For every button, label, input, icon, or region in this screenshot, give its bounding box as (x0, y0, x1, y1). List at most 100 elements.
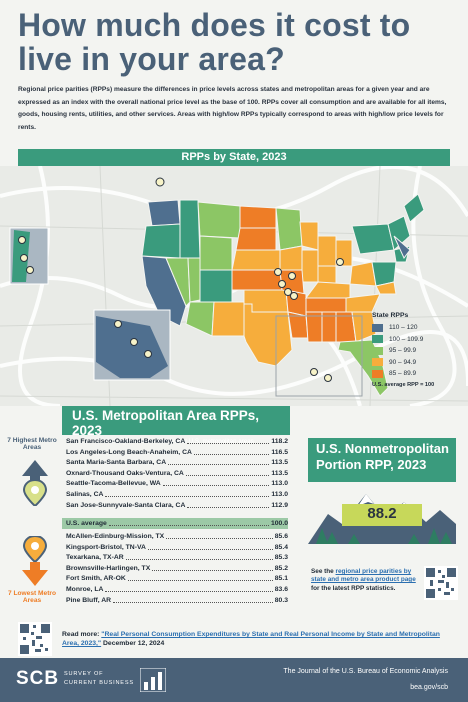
see-prefix: See the (311, 568, 336, 575)
metro-name: Pine Bluff, AR (66, 596, 112, 604)
metro-value: 113.0 (271, 480, 288, 488)
metro-row-high: Salinas, CA 113.0 (66, 490, 288, 500)
metro-name: Brownsville-Harlingen, TX (66, 564, 151, 572)
lowest-label: 7 Lowest Metro Areas (8, 590, 56, 604)
metro-row-low: Brownsville-Harlingen, TX 85.2 (66, 564, 288, 574)
metro-row-low: Texarkana, TX-AR 85.3 (66, 553, 288, 563)
page-title: How much does it cost to live in your ar… (18, 7, 411, 77)
legend-item: 90 – 94.9 (372, 357, 462, 369)
read-more-prefix: Read more: (62, 631, 102, 638)
metro-name: McAllen-Edinburg-Mission, TX (66, 533, 165, 540)
journal-tagline: The Journal of the U.S. Bureau of Econom… (283, 668, 448, 675)
metro-heading: U.S. Metropolitan Area RPPs, 2023 (72, 408, 260, 438)
leader-dots (168, 458, 270, 466)
leader-dots (152, 564, 273, 571)
leader-dots (108, 519, 269, 526)
metro-name: Seattle-Tacoma-Bellevue, WA (66, 480, 161, 488)
metro-row-average: U.S. average 100.0 (66, 519, 288, 529)
metro-value: 85.4 (274, 543, 288, 551)
legend-swatch (372, 358, 383, 367)
highest-label: 7 Highest Metro Areas (7, 437, 57, 451)
average-highlight (62, 518, 288, 529)
metro-value: 112.9 (271, 501, 288, 509)
legend-swatch (372, 346, 383, 355)
leader-dots (166, 532, 273, 539)
metro-row-low: Pine Bluff, AR 80.3 (66, 596, 288, 606)
metro-value: 100.0 (270, 519, 288, 527)
leader-dots (105, 490, 270, 497)
leader-dots (162, 479, 270, 487)
metro-value: 85.2 (274, 564, 288, 572)
metro-name: Santa Maria-Santa Barbara, CA (66, 459, 167, 467)
publication-line-2: CURRENT BUSINESS (64, 680, 134, 686)
scb-logo: SCB (16, 668, 60, 689)
leader-dots (185, 469, 270, 476)
state-map: State RPPs 110 – 120 100 – 109.9 95 – 99… (0, 166, 468, 406)
legend-label: 110 – 120 (389, 324, 418, 332)
leader-dots (147, 543, 273, 550)
metro-name: Texarkana, TX-AR (66, 554, 124, 562)
metro-name: San Jose-Sunnyvale-Santa Clara, CA (66, 501, 186, 509)
metro-name: Monroe, LA (66, 586, 104, 593)
read-more-text: Read more: "Real Personal Consumption Ex… (62, 630, 454, 649)
leader-dots (187, 437, 270, 444)
metro-name: Fort Smith, AR-OK (66, 575, 126, 583)
metro-value: 116.5 (271, 448, 288, 456)
legend-label: 85 – 89.9 (389, 370, 417, 378)
metro-row-low: McAllen-Edinburg-Mission, TX 85.6 (66, 532, 288, 542)
footer: SCB SURVEY OF CURRENT BUSINESS The Journ… (0, 658, 468, 702)
metro-row-high: Seattle-Tacoma-Bellevue, WA 113.0 (66, 479, 288, 489)
metro-name: Salinas, CA (66, 491, 104, 498)
metro-value: 113.5 (271, 469, 288, 477)
map-band-title: RPPs by State, 2023 (18, 149, 450, 166)
legend-note: U.S. average RPP = 100 (372, 381, 435, 388)
legend-label: 100 – 109.9 (389, 335, 424, 343)
mountain-illustration (308, 494, 456, 544)
legend-label: 90 – 94.9 (389, 358, 417, 366)
read-more-date: December 12, 2024 (101, 640, 165, 648)
metro-row-low: Monroe, LA 83.6 (66, 585, 288, 595)
legend-swatch (372, 323, 383, 332)
product-page-link[interactable]: regional price parities by state and met… (311, 568, 416, 584)
metro-name: Kingsport-Bristol, TN-VA (66, 543, 146, 551)
leader-dots (125, 553, 273, 561)
leader-dots (113, 596, 273, 603)
article-link[interactable]: "Real Personal Consumption Expenditures … (62, 631, 440, 648)
nonmetro-value: 88.2 (367, 505, 397, 522)
metro-name: Los Angeles-Long Beach-Anaheim, CA (66, 448, 192, 456)
legend-item: 100 – 109.9 (372, 334, 462, 346)
metro-value: 113.0 (271, 491, 288, 498)
metro-subheading: Seven highest and seven lowest U.S. metr… (98, 438, 254, 445)
map-legend: State RPPs 110 – 120 100 – 109.9 95 – 99… (372, 312, 462, 388)
metro-row-low: Fort Smith, AR-OK 85.1 (66, 574, 288, 584)
metro-value: 113.5 (271, 459, 288, 467)
legend-label: 95 – 99.9 (389, 347, 417, 355)
see-suffix: for the latest RPP statistics. (311, 584, 396, 592)
highest-pin-icon (22, 460, 48, 506)
metro-row-high: San Jose-Sunnyvale-Santa Clara, CA 112.9 (66, 501, 288, 511)
metro-value: 83.6 (274, 586, 288, 593)
legend-item: 110 – 120 (372, 322, 462, 334)
legend-swatch (372, 369, 383, 378)
footer-url[interactable]: bea.gov/scb (410, 684, 448, 691)
metro-value: 80.3 (274, 596, 288, 604)
publication-name: SURVEY OF CURRENT BUSINESS (64, 670, 134, 688)
leader-dots (193, 448, 270, 455)
lowest-pin-icon (22, 536, 48, 586)
metro-value: 85.1 (274, 575, 288, 583)
legend-swatch (372, 335, 383, 344)
qr-code-article (18, 622, 52, 656)
leader-dots (105, 585, 273, 592)
qr-code-product (424, 566, 458, 600)
nonmetro-heading: U.S. Nonmetropolitan Portion RPP, 2023 (308, 438, 456, 482)
intro-paragraph: Regional price parities (RPPs) measure t… (18, 86, 447, 131)
legend-item: 95 – 99.9 (372, 345, 462, 357)
legend-item: 85 – 89.9 (372, 368, 462, 380)
metro-row-low: Kingsport-Bristol, TN-VA 85.4 (66, 543, 288, 553)
metro-row-high: Santa Maria-Santa Barbara, CA 113.5 (66, 458, 288, 468)
metro-value: 85.3 (274, 554, 288, 562)
metro-value: 118.2 (271, 438, 288, 445)
leader-dots (127, 574, 273, 582)
map-background (0, 166, 468, 406)
see-text: See the regional price parities by state… (311, 568, 421, 593)
